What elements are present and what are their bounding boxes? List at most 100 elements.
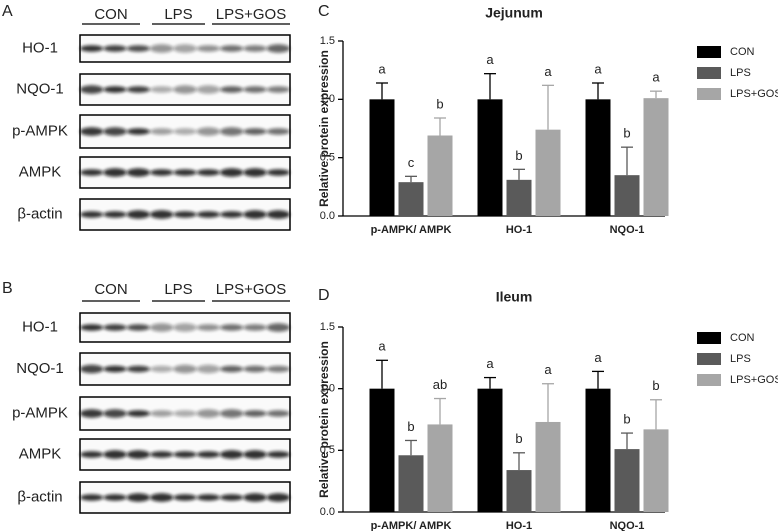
x-tick-label: HO-1 — [506, 224, 532, 236]
significance-letter: b — [515, 431, 522, 446]
blot-band — [266, 169, 291, 176]
panel-letter: A — [2, 3, 13, 20]
blot-band — [103, 409, 127, 418]
significance-letter: a — [378, 61, 386, 76]
blot-band — [196, 409, 220, 418]
blot-band — [126, 365, 150, 373]
panel-letter: B — [2, 280, 13, 297]
blot-band — [126, 210, 150, 219]
bar — [477, 388, 503, 512]
bar — [427, 424, 453, 512]
blot-band — [220, 86, 244, 93]
blot-band — [196, 45, 220, 52]
blot-band — [103, 45, 127, 52]
blot-band — [80, 324, 104, 331]
protein-label: p-AMPK — [12, 404, 68, 421]
blot-band — [243, 410, 267, 417]
blot-band — [173, 410, 197, 417]
significance-letter: b — [515, 148, 522, 163]
bar — [506, 179, 532, 216]
blot-band — [220, 494, 244, 501]
blot-band — [243, 450, 267, 459]
blot-band — [126, 410, 150, 417]
legend-label: LPS+GOS — [730, 88, 778, 100]
y-tick-label: 1.5 — [320, 35, 335, 47]
blot-band — [126, 128, 150, 135]
bar — [535, 421, 561, 512]
blot-band — [80, 45, 104, 52]
blot-band — [150, 493, 174, 502]
legend-swatch — [697, 67, 721, 79]
significance-letter: a — [594, 350, 602, 365]
blot-band — [266, 86, 291, 93]
y-axis-label: Relative protein expression — [317, 50, 331, 207]
significance-letter: a — [544, 362, 552, 377]
legend-label: LPS+GOS — [730, 374, 778, 386]
panel-letter: C — [318, 3, 330, 20]
blot-band — [220, 324, 244, 331]
legend-swatch — [697, 353, 721, 365]
blot-band — [126, 86, 150, 93]
x-tick-label: p-AMPK/ AMPK — [371, 224, 452, 236]
blot-band — [150, 323, 174, 332]
protein-label: AMPK — [19, 445, 62, 462]
blot-band — [126, 450, 150, 459]
bar — [398, 182, 424, 216]
blot-band — [173, 211, 197, 218]
blot-band — [220, 409, 244, 418]
blot-band — [173, 323, 197, 332]
blot-band — [150, 451, 174, 458]
bar — [427, 135, 453, 216]
blot-band — [103, 86, 127, 93]
legend-swatch — [697, 374, 721, 386]
y-tick-label: 0.5 — [320, 444, 335, 456]
group-label: LPS — [164, 6, 192, 23]
blot-band — [220, 127, 244, 136]
blot-band — [243, 168, 267, 177]
blot-band — [80, 85, 104, 94]
blot-band — [103, 494, 127, 501]
blot-band — [196, 364, 220, 374]
blot-band — [220, 211, 244, 218]
protein-label: HO-1 — [22, 318, 58, 335]
x-tick-label: NQO-1 — [610, 520, 645, 531]
blot-band — [126, 168, 150, 177]
blot-band — [80, 364, 104, 374]
significance-letter: a — [378, 339, 386, 354]
y-tick-label: 0.5 — [320, 152, 335, 164]
bar — [643, 98, 669, 216]
blot-band — [243, 45, 267, 52]
y-axis-label: Relative protein expression — [317, 341, 331, 498]
blot-band — [196, 211, 220, 218]
significance-letter: a — [544, 64, 552, 79]
y-tick-label: 1.0 — [320, 93, 335, 105]
blot-band — [126, 493, 150, 502]
blot-band — [80, 409, 104, 418]
x-tick-label: HO-1 — [506, 520, 532, 531]
blot-band — [150, 210, 174, 219]
blot-band — [266, 128, 291, 135]
blot-band — [196, 324, 220, 331]
bar — [643, 429, 669, 512]
significance-letter: b — [623, 126, 630, 141]
significance-letter: c — [408, 155, 415, 170]
blot-band — [220, 168, 244, 177]
x-tick-label: NQO-1 — [610, 224, 645, 236]
chart-title: Ileum — [496, 289, 533, 305]
y-tick-label: 0.0 — [320, 506, 335, 518]
group-label: CON — [94, 6, 127, 23]
blot-band — [196, 169, 220, 176]
blot-band — [150, 169, 174, 176]
significance-letter: b — [652, 378, 659, 393]
blot-band — [173, 85, 197, 94]
blot-band — [103, 211, 127, 218]
blot-band — [150, 44, 174, 53]
group-label: LPS — [164, 281, 192, 298]
blot-band — [150, 410, 174, 417]
blot-band — [196, 85, 220, 94]
blot-band — [80, 169, 104, 176]
legend-swatch — [697, 46, 721, 58]
protein-label: HO-1 — [22, 39, 58, 56]
